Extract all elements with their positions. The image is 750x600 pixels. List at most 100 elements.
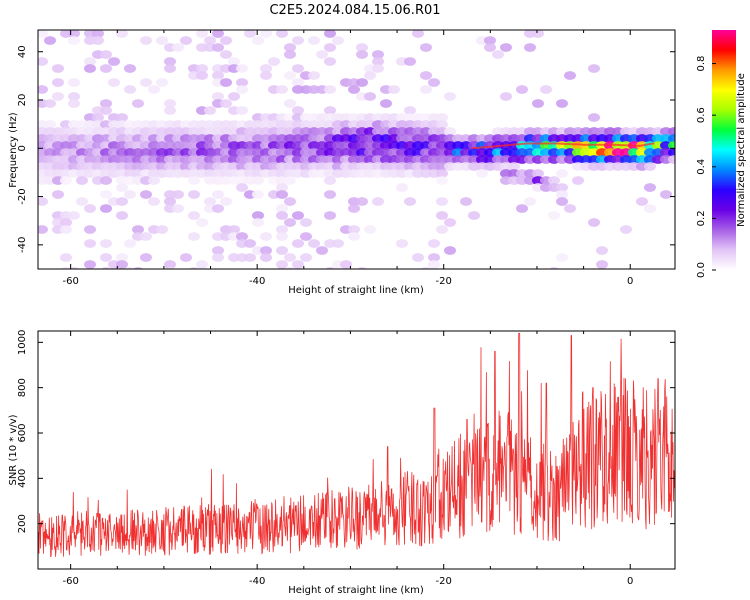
heat-cell	[492, 50, 504, 59]
heat-cell	[292, 260, 304, 269]
heat-cell	[276, 30, 288, 38]
colorbar-tick-label: 0.2	[696, 210, 707, 226]
heat-cell	[236, 64, 248, 73]
heat-cell	[348, 85, 360, 94]
heat-cell	[60, 218, 72, 227]
heat-cell	[436, 197, 448, 206]
snr-series	[38, 332, 675, 558]
heat-cell	[276, 232, 288, 241]
heat-cell	[196, 30, 208, 38]
heat-cell	[420, 43, 432, 52]
heat-cell	[596, 246, 608, 255]
heat-cell	[404, 106, 416, 115]
heat-cell	[108, 78, 120, 87]
heat-cell	[100, 176, 112, 185]
heat-cell	[276, 204, 288, 213]
heat-cell	[252, 36, 264, 45]
figure-title: C2E5.2024.084.15.06.R01	[269, 3, 440, 18]
heat-cell	[300, 232, 312, 241]
heat-cell	[292, 239, 304, 248]
heat-cell	[44, 36, 56, 45]
heat-cell	[52, 190, 64, 199]
heat-cell	[260, 253, 272, 262]
heat-cell	[285, 267, 295, 269]
heat-cell	[548, 211, 560, 220]
heat-cell	[420, 85, 432, 94]
heat-cell	[68, 211, 80, 220]
heat-cell	[252, 176, 264, 185]
heat-cell	[148, 85, 160, 94]
heat-cell	[325, 267, 335, 269]
heat-cell	[252, 211, 264, 220]
heat-cell	[220, 50, 232, 59]
heat-cell	[421, 267, 431, 269]
heat-cell	[172, 190, 184, 199]
heat-cell	[132, 99, 144, 108]
heat-cell	[68, 92, 80, 101]
colorbar: 0.0 0.2 0.4 0.6 0.8 Normalized spectral ampl…	[696, 30, 747, 278]
heat-cell	[220, 36, 232, 45]
heat-cell	[436, 176, 448, 185]
heat-cell	[236, 85, 248, 94]
spectrogram-heatmap	[38, 30, 675, 269]
heat-cell	[196, 71, 208, 80]
heat-cell	[38, 225, 48, 234]
heat-cell	[108, 57, 120, 66]
heat-cell	[644, 162, 656, 171]
colorbar-tick-label: 0.0	[696, 262, 707, 278]
heat-cell	[516, 204, 528, 213]
heat-cell	[276, 211, 288, 220]
heat-cell	[308, 239, 320, 248]
heat-cell	[364, 92, 376, 101]
heat-cell	[396, 183, 408, 192]
heat-cell	[220, 99, 232, 108]
heat-cell	[124, 239, 136, 248]
heat-cell	[84, 225, 96, 234]
heat-cell	[556, 190, 568, 199]
heat-cell	[596, 260, 608, 269]
heat-cell	[164, 57, 176, 66]
heat-cell	[284, 71, 296, 80]
heat-cell	[436, 120, 448, 129]
heat-cell	[84, 204, 96, 213]
heat-cell	[180, 36, 192, 45]
heat-cell	[172, 43, 184, 52]
heat-cell	[236, 106, 248, 115]
heat-cell	[38, 85, 48, 94]
heat-cell	[292, 36, 304, 45]
heat-cell	[100, 239, 112, 248]
heat-cell	[260, 71, 272, 80]
heat-cell	[52, 78, 64, 87]
heat-cell	[92, 36, 104, 45]
heat-cell	[357, 267, 367, 269]
heat-cell	[164, 64, 176, 73]
spectrogram-axes: -60 -40 -20 0 40 20 0 -20 -40	[17, 30, 675, 287]
heat-cell	[588, 218, 600, 227]
heat-cell	[124, 190, 136, 199]
heat-cell	[332, 239, 344, 248]
heat-cell	[228, 57, 240, 66]
heat-cell	[236, 78, 248, 87]
heat-cell	[60, 176, 72, 185]
heat-cell	[276, 85, 288, 94]
heat-cell	[412, 253, 424, 262]
heat-cell	[364, 71, 376, 80]
heat-cell	[276, 190, 288, 199]
heat-cell	[412, 30, 424, 38]
heat-cell	[436, 211, 448, 220]
heat-cell	[38, 30, 48, 38]
heat-cell	[38, 197, 48, 206]
heat-cell	[276, 246, 288, 255]
heat-cell	[84, 64, 96, 73]
heat-cell	[484, 36, 496, 45]
heat-cell	[212, 71, 224, 80]
heat-cell	[156, 78, 168, 87]
heat-cell	[436, 113, 448, 122]
heat-cell	[188, 176, 200, 185]
heat-cell	[372, 57, 384, 66]
heat-cell	[68, 78, 80, 87]
heat-cell	[564, 71, 576, 80]
heat-cell	[668, 141, 675, 150]
heat-cell	[380, 99, 392, 108]
